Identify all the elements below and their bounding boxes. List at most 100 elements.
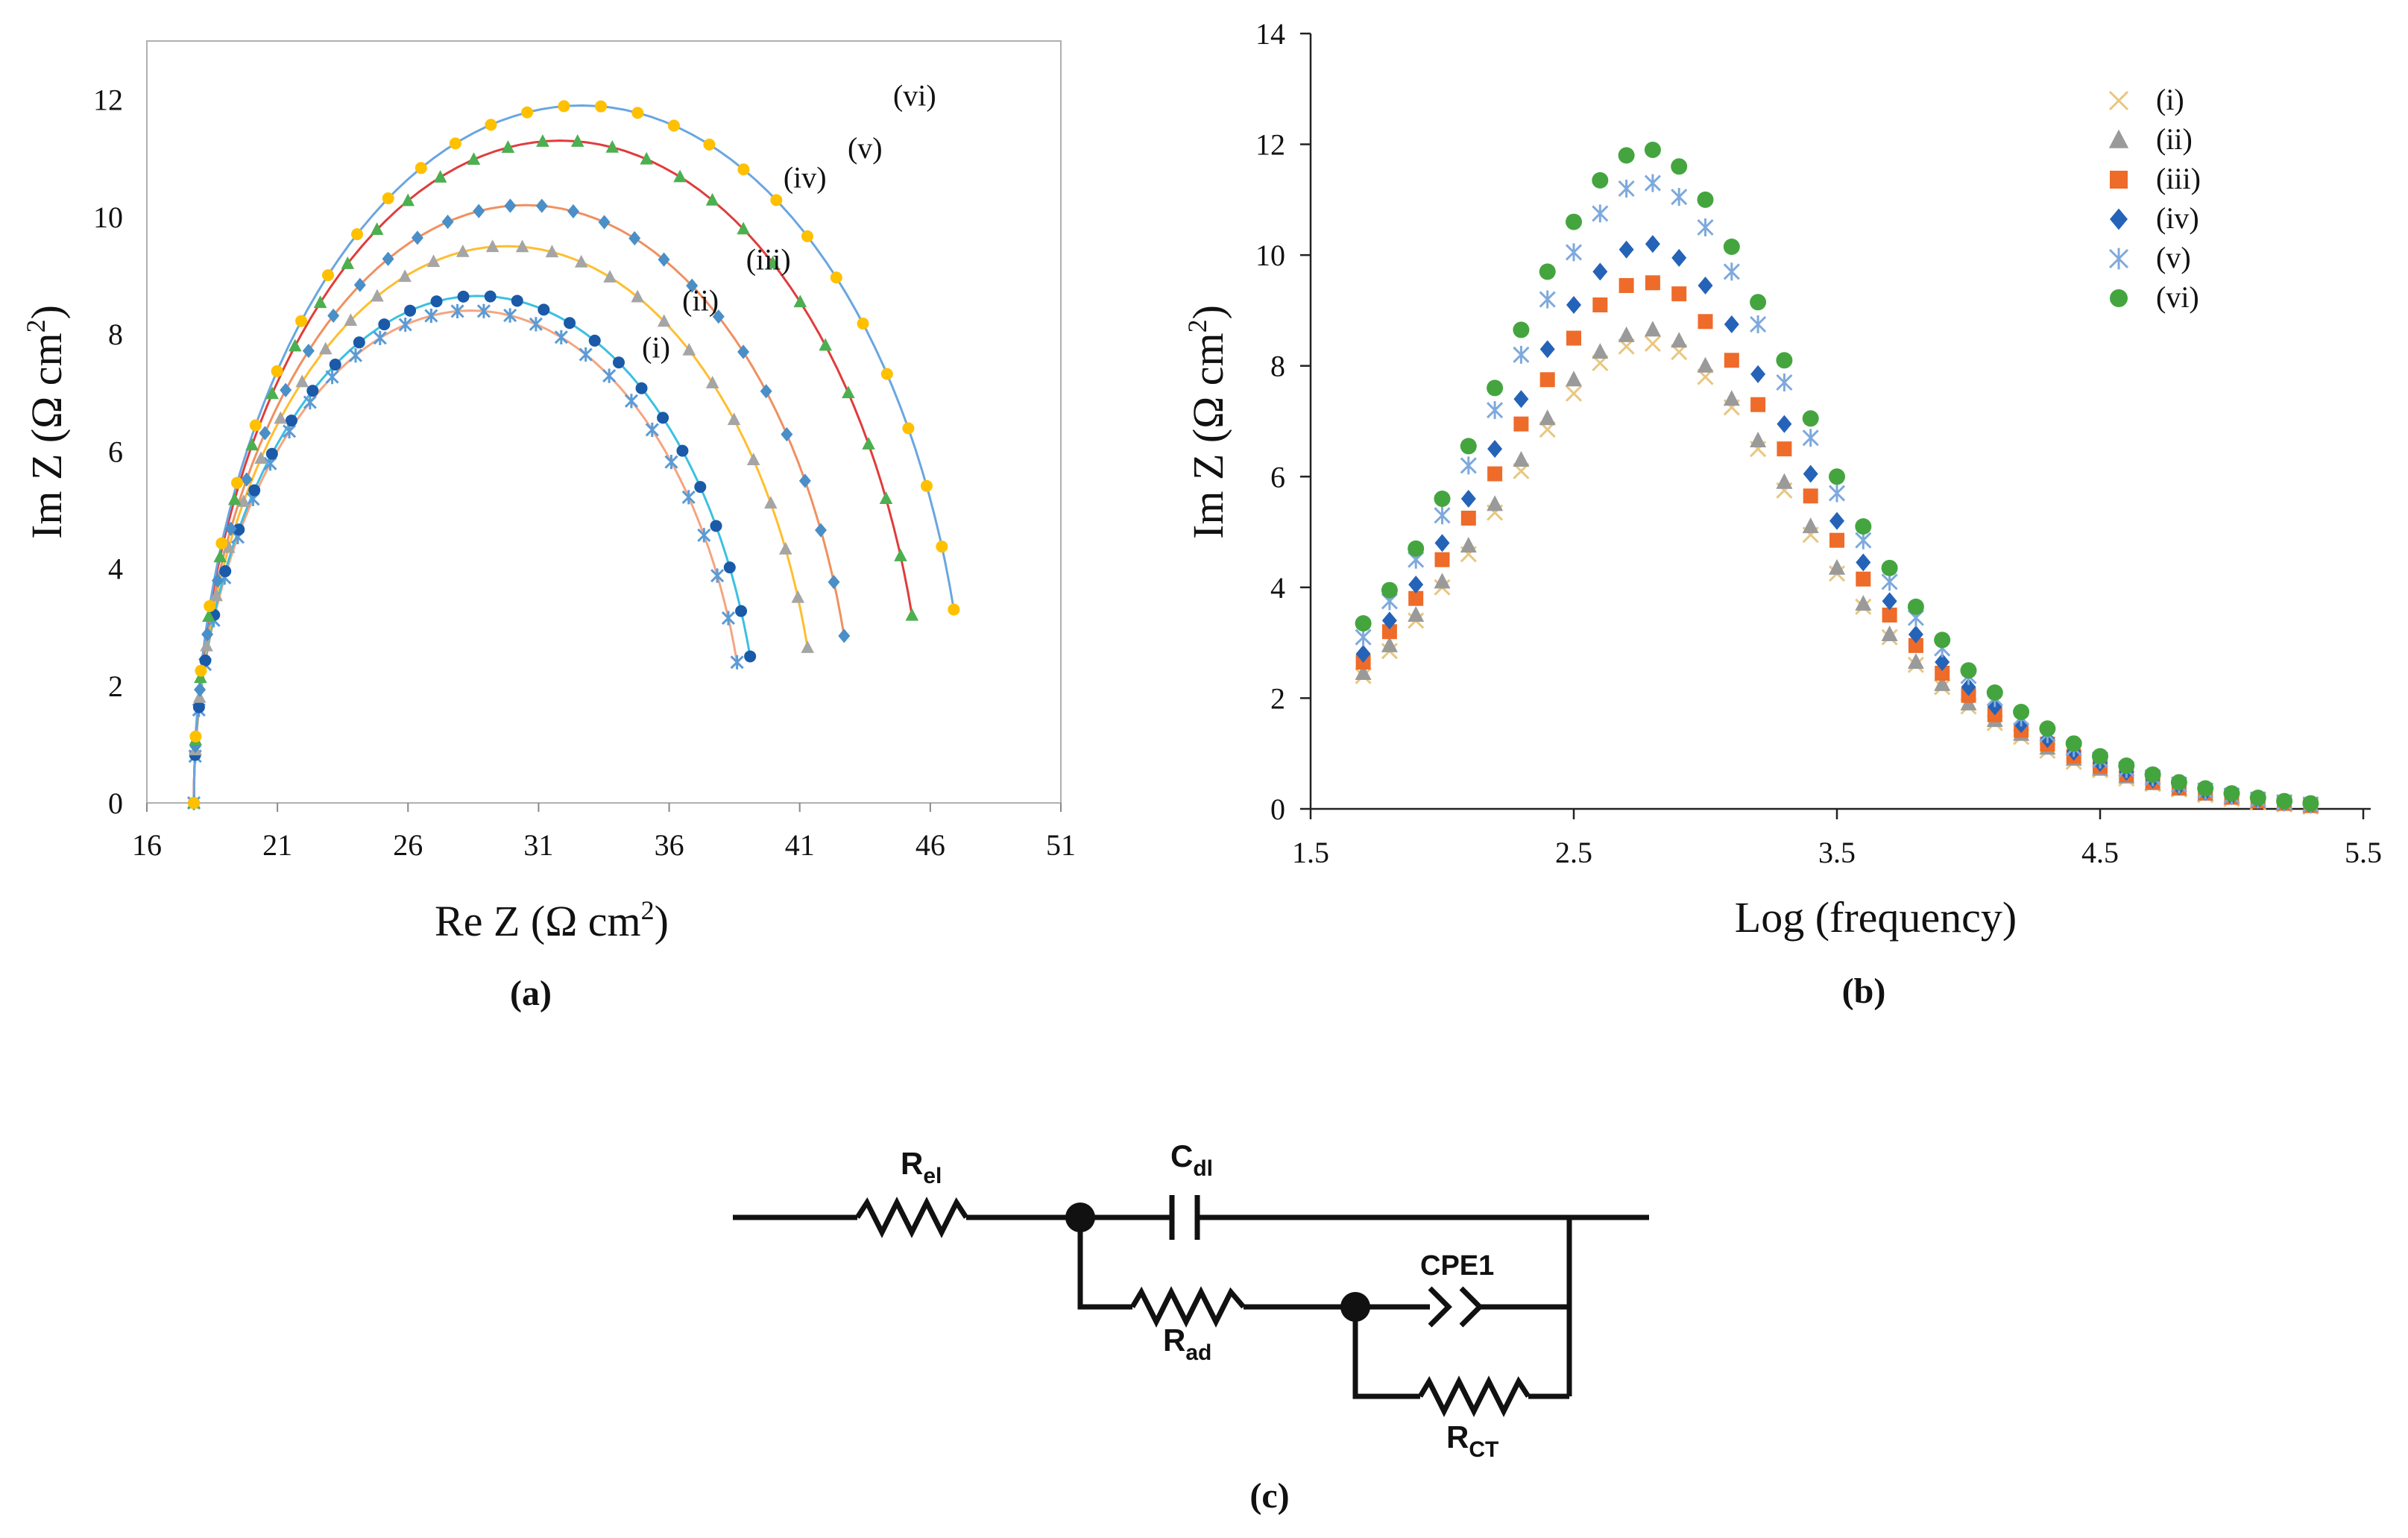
chart-a-point-iv — [441, 214, 454, 230]
chart-b-point-vi — [1355, 615, 1372, 632]
chart-a-point-iii — [456, 245, 470, 257]
chart-a-point-ii — [233, 523, 245, 536]
chart-b-point-v — [1460, 456, 1477, 475]
chart-a-point-i — [664, 455, 678, 470]
chart-b-point-iii — [1539, 372, 1555, 388]
chart-a-series-label-vi: (vi) — [893, 78, 936, 112]
chart-a-point-i — [398, 317, 412, 333]
chart-b-point-iv — [1566, 296, 1581, 314]
chart-b-point-v — [1697, 218, 1714, 236]
chart-a-point-iv — [828, 575, 840, 590]
chart-a-point-v — [401, 193, 415, 207]
chart-a-xtick-label: 36 — [655, 828, 684, 862]
chart-a-point-iv — [224, 521, 237, 536]
chart-a-point-vi — [295, 315, 308, 327]
chart-a-point-iv — [760, 384, 772, 399]
chart-a-point-v — [905, 608, 919, 621]
chart-a-point-iii — [295, 374, 309, 388]
chart-a-point-vi — [703, 138, 716, 151]
chart-b-point-ii — [1671, 332, 1688, 348]
chart-a-xtick-label: 21 — [262, 828, 292, 862]
chart-a-point-vi — [204, 600, 216, 613]
chart-b-point-iii — [1935, 666, 1950, 681]
chart-a-point-i — [529, 317, 543, 332]
chart-b-point-ii — [1829, 558, 1845, 575]
chart-a-point-iii — [371, 289, 384, 302]
chart-b-point-ii — [1408, 606, 1425, 622]
chart-b-ytick-label: 6 — [1270, 460, 1285, 494]
chart-b-point-v — [1776, 374, 1793, 391]
chart-a-point-iii — [254, 451, 268, 464]
chart-a-point-ii — [710, 520, 722, 532]
chart-a-point-i — [579, 347, 593, 362]
chart-a-point-iv — [628, 231, 641, 246]
chart-a-point-v — [862, 437, 875, 450]
chart-a-ytick-label: 2 — [108, 669, 123, 703]
chart-a-xtick-label: 41 — [785, 828, 815, 862]
chart-a-xtick-label: 51 — [1046, 828, 1076, 862]
chart-a-point-ii — [612, 356, 625, 369]
chart-b-point-iv — [1935, 653, 1950, 672]
chart-b-point-vi — [2144, 766, 2161, 783]
chart-a-point-iv — [781, 427, 793, 442]
chart-a-point-iii — [318, 341, 332, 355]
chart-a-point-vi — [271, 365, 283, 377]
chart-b-point-vi — [1881, 559, 1898, 576]
chart-a-point-ii — [735, 605, 748, 617]
chart-a-point-iv — [411, 230, 423, 245]
chart-a-point-iii — [705, 376, 719, 388]
chart-a-point-ii — [219, 565, 232, 578]
chart-a-point-ii — [694, 481, 707, 494]
chart-b-point-iii — [1777, 441, 1792, 457]
chart-a-point-v — [467, 152, 481, 166]
chart-a-ytick-label: 0 — [108, 787, 123, 820]
chart-a-point-iv — [473, 204, 485, 218]
chart-a-point-i — [710, 568, 725, 583]
chart-b-point-ii — [1434, 573, 1451, 589]
chart-a-point-iii — [801, 640, 815, 653]
chart-b-xtick-label: 1.5 — [1292, 836, 1329, 869]
chart-b-point-iii — [1698, 314, 1713, 330]
chart-b-point-vi — [1408, 540, 1425, 557]
chart-b-point-ii — [1750, 432, 1767, 447]
chart-b-point-v — [1592, 204, 1609, 223]
chart-b-point-vi — [2249, 790, 2266, 807]
chart-a-point-ii — [306, 385, 319, 397]
chart-b-point-vi — [1829, 468, 1845, 485]
chart-a-point-ii — [329, 359, 341, 371]
chart-a-point-v — [202, 609, 215, 623]
chart-a-ytick-label: 8 — [108, 318, 123, 351]
chart-a-ylabel: Im Z (Ω cm2) — [21, 305, 71, 539]
chart-a-point-ii — [192, 701, 205, 713]
chart-b-point-ii — [1592, 343, 1609, 359]
chart-b-point-iv — [1434, 534, 1450, 552]
chart-b-point-v — [1434, 506, 1451, 525]
chart-a-point-i — [624, 394, 639, 409]
chart-b-point-vi — [1381, 582, 1398, 599]
chart-a-point-i — [373, 330, 387, 345]
chart-b-point-vi — [1592, 171, 1609, 189]
chart-a-point-iv — [327, 308, 340, 324]
chart-b-point-v — [1750, 315, 1767, 333]
chart-a-point-vi — [188, 797, 201, 809]
chart-b-point-iii — [1671, 286, 1687, 302]
chart-b-point-iv — [1381, 611, 1397, 630]
chart-b-ylabel: Im Z (Ω cm2) — [1182, 305, 1232, 539]
chart-a-point-iii — [274, 411, 288, 424]
chart-a-point-iii — [515, 239, 529, 253]
chart-b-point-iii — [1882, 608, 1897, 623]
chart-b-ytick-label: 4 — [1270, 571, 1285, 605]
chart-a-point-i — [325, 370, 339, 385]
chart-a-point-vi — [485, 119, 497, 131]
chart-b-point-vi — [2065, 735, 2082, 752]
chart-a-point-vi — [195, 664, 207, 677]
chart-a-xtick-label: 16 — [132, 828, 162, 862]
chart-b-point-v — [1802, 429, 1819, 447]
chart-b-point-iii — [1908, 637, 1923, 653]
chart-b-point-iv — [1829, 511, 1844, 530]
label-cdl: Cdl — [1170, 1138, 1213, 1181]
chart-a-point-i — [721, 611, 736, 625]
chart-b-point-iii — [1803, 488, 1818, 504]
chart-a-point-iii — [727, 412, 741, 426]
chart-b-point-vi — [1802, 410, 1819, 427]
